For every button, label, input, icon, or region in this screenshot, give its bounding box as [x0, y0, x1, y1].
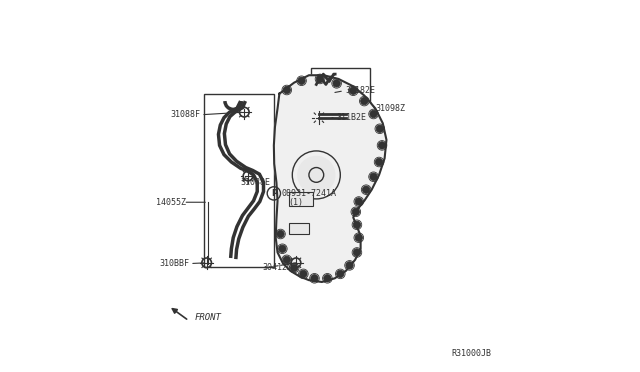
Bar [204, 94, 274, 267]
Circle shape [298, 157, 335, 193]
Circle shape [337, 270, 344, 278]
Text: 31088F: 31088F [170, 109, 200, 119]
Text: R31000JB: R31000JB [452, 349, 492, 358]
Circle shape [370, 110, 377, 118]
Circle shape [291, 264, 298, 272]
Circle shape [355, 234, 362, 241]
Circle shape [370, 173, 377, 180]
Circle shape [311, 275, 318, 282]
Text: 31098Z: 31098Z [376, 104, 405, 113]
Bar [289, 192, 312, 206]
Text: FRONT: FRONT [195, 313, 221, 322]
Circle shape [277, 230, 284, 238]
Text: 31088E: 31088E [241, 178, 271, 187]
Text: 311B2E: 311B2E [337, 113, 367, 122]
Circle shape [333, 80, 340, 87]
Circle shape [353, 221, 360, 228]
Circle shape [324, 275, 331, 282]
Circle shape [283, 256, 291, 263]
Circle shape [283, 86, 291, 94]
Circle shape [349, 87, 357, 94]
Circle shape [378, 142, 386, 149]
Circle shape [376, 125, 383, 132]
Circle shape [352, 208, 360, 215]
Circle shape [346, 262, 353, 269]
Text: 14055Z: 14055Z [156, 198, 186, 207]
Polygon shape [274, 75, 387, 282]
Bar [311, 68, 370, 142]
Text: (1): (1) [289, 198, 303, 207]
Text: 31182E: 31182E [346, 86, 376, 94]
Circle shape [300, 270, 307, 278]
Circle shape [316, 75, 324, 83]
Circle shape [360, 97, 368, 105]
Circle shape [355, 198, 362, 205]
Text: 310BBF: 310BBF [159, 259, 189, 268]
Circle shape [362, 186, 370, 193]
Text: 30412M: 30412M [263, 263, 292, 272]
Text: 08931-7241A: 08931-7241A [281, 189, 336, 198]
Bar [289, 223, 309, 234]
Circle shape [298, 77, 305, 84]
Circle shape [376, 158, 383, 166]
Text: P: P [271, 189, 276, 198]
Circle shape [278, 245, 286, 253]
Circle shape [353, 249, 360, 256]
